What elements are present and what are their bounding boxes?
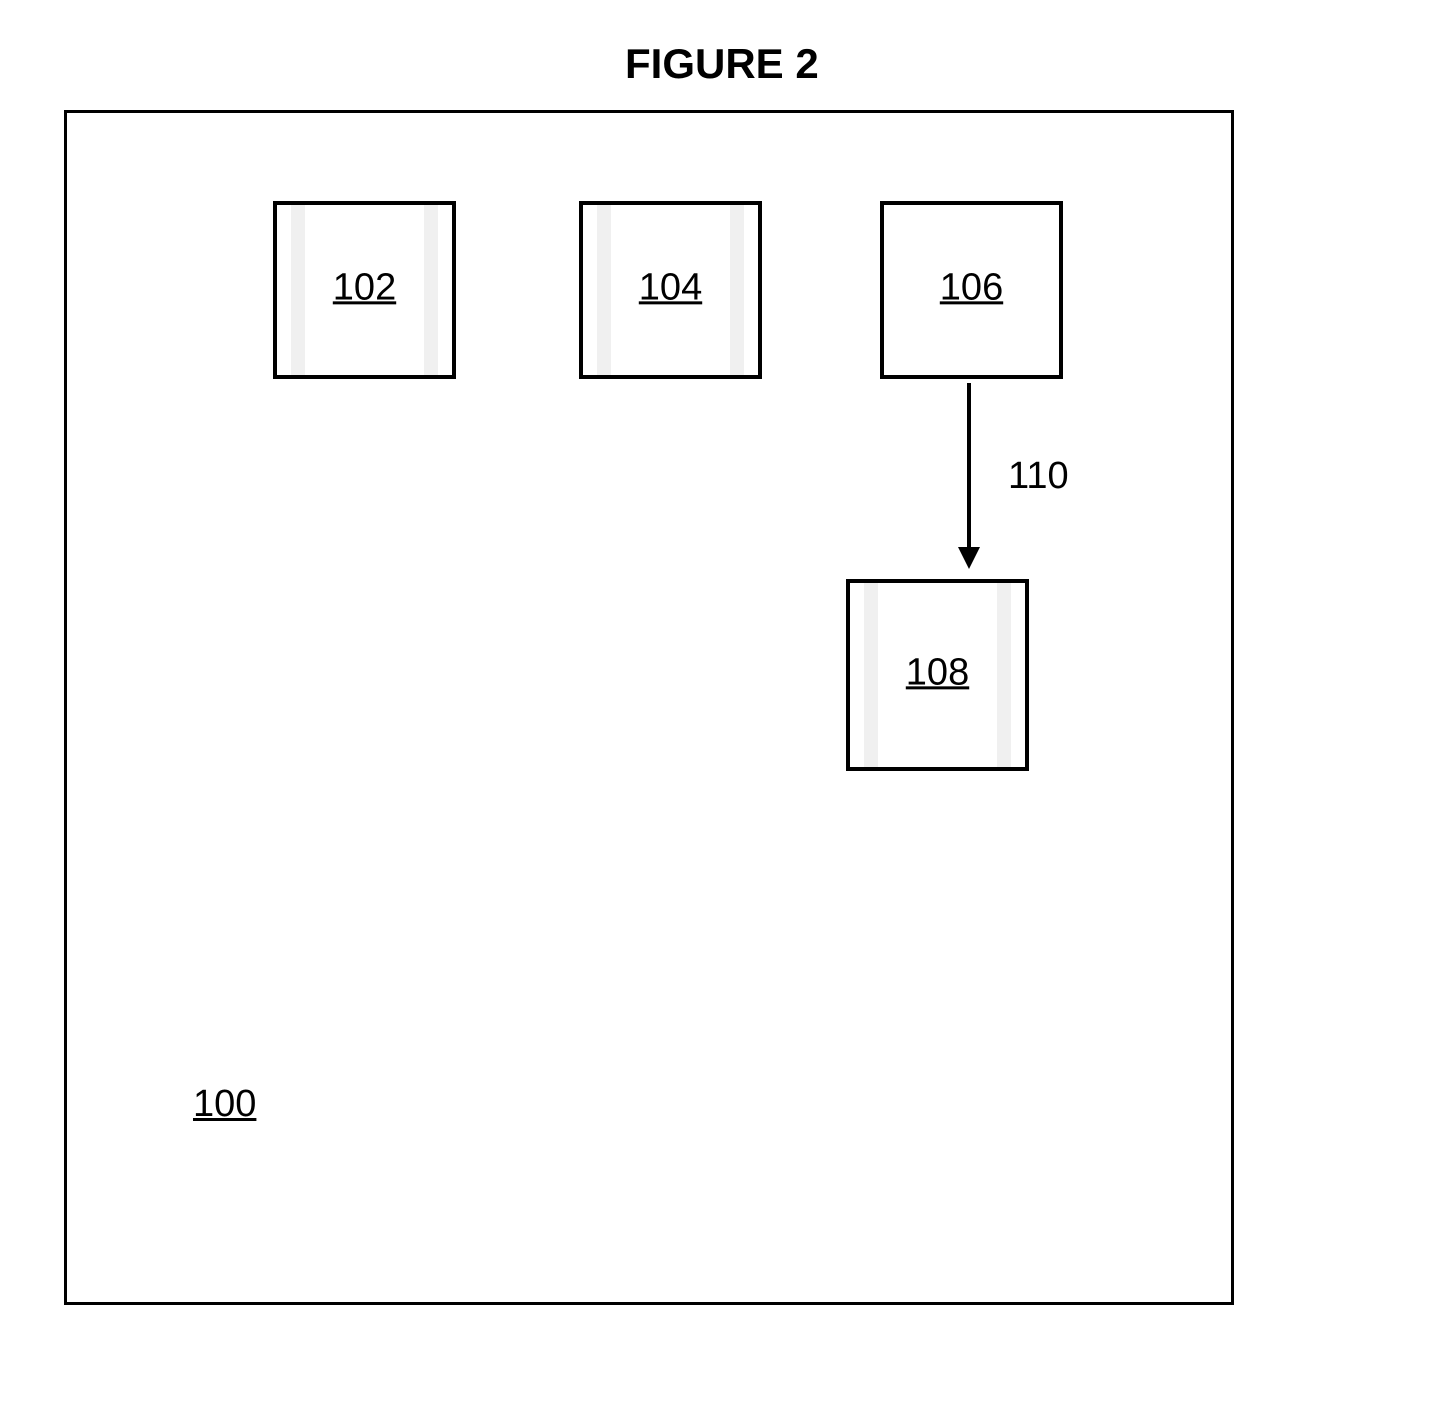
box-102: 102 — [273, 201, 456, 379]
diagram-stage: FIGURE 2 102 104 106 108 110 100 — [0, 0, 1456, 1411]
box-108: 108 — [846, 579, 1029, 771]
container-label-100: 100 — [193, 1083, 256, 1126]
box-104: 104 — [579, 201, 762, 379]
outer-frame: 102 104 106 108 110 100 — [64, 110, 1234, 1305]
box-108-stripe-left — [864, 583, 878, 767]
box-106-label: 106 — [940, 266, 1003, 309]
box-104-stripe-left — [597, 205, 611, 375]
box-102-label: 102 — [333, 266, 396, 309]
box-106: 106 — [880, 201, 1063, 379]
figure-title: FIGURE 2 — [625, 40, 819, 88]
arrow-110-label: 110 — [1008, 455, 1069, 498]
box-102-stripe-right — [424, 205, 438, 375]
arrow-110-head — [958, 547, 980, 569]
arrow-110-line — [967, 383, 971, 547]
box-108-stripe-right — [997, 583, 1011, 767]
box-108-label: 108 — [906, 651, 969, 694]
box-102-stripe-left — [291, 205, 305, 375]
box-104-stripe-right — [730, 205, 744, 375]
box-104-label: 104 — [639, 266, 702, 309]
